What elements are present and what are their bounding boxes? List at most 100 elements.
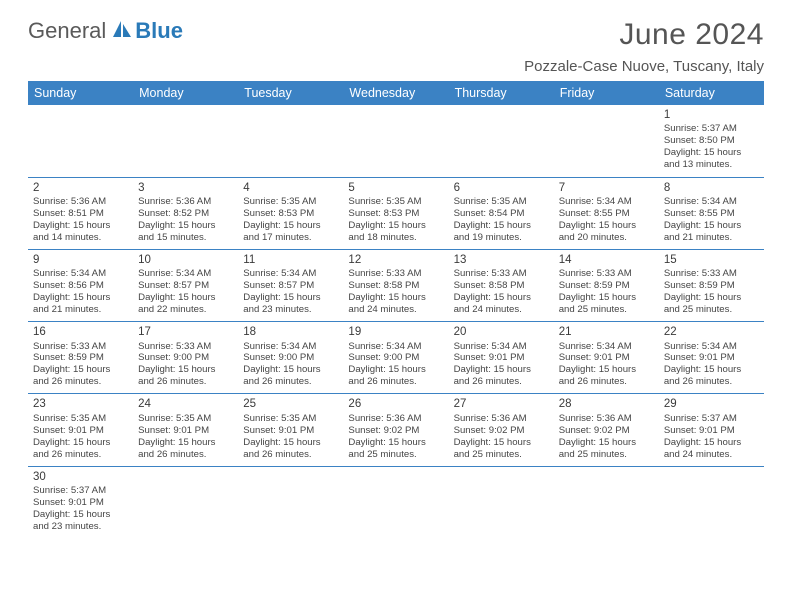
day-number: 4 — [243, 181, 338, 195]
logo-text-general: General — [28, 18, 106, 44]
calendar-cell: 5Sunrise: 5:35 AMSunset: 8:53 PMDaylight… — [343, 177, 448, 249]
calendar-cell-empty — [238, 105, 343, 177]
day-number: 7 — [559, 181, 654, 195]
calendar-cell-empty — [28, 105, 133, 177]
weekday-monday: Monday — [133, 81, 238, 105]
day-info: Sunrise: 5:34 AMSunset: 9:01 PMDaylight:… — [559, 341, 654, 389]
day-info: Sunrise: 5:34 AMSunset: 9:00 PMDaylight:… — [348, 341, 443, 389]
calendar-cell-empty — [449, 105, 554, 177]
day-info: Sunrise: 5:33 AMSunset: 8:59 PMDaylight:… — [559, 268, 654, 316]
calendar-cell: 26 Sunrise: 5:36 AMSunset: 9:02 PMDayligh… — [343, 394, 448, 466]
day-info: Sunrise: 5:34 AMSunset: 8:55 PMDaylight:… — [664, 196, 759, 244]
day-info: Sunrise: 5:35 AMSunset: 9:01 PMDaylight:… — [138, 413, 233, 461]
weekday-friday: Friday — [554, 81, 659, 105]
day-number: 21 — [559, 325, 654, 339]
weekday-header-row: SundayMondayTuesdayWednesdayThursdayFrid… — [28, 81, 764, 105]
day-number: 18 — [243, 325, 338, 339]
day-number: 13 — [454, 253, 549, 267]
calendar-cell: 18 Sunrise: 5:34 AMSunset: 9:00 PMDayligh… — [238, 322, 343, 394]
day-info: Sunrise: 5:35 AMSunset: 8:53 PMDaylight:… — [348, 196, 443, 244]
calendar-table: SundayMondayTuesdayWednesdayThursdayFrid… — [28, 81, 764, 538]
calendar-cell: 21 Sunrise: 5:34 AMSunset: 9:01 PMDayligh… — [554, 322, 659, 394]
day-number: 19 — [348, 325, 443, 339]
weekday-saturday: Saturday — [659, 81, 764, 105]
day-info: Sunrise: 5:36 AMSunset: 9:02 PMDaylight:… — [559, 413, 654, 461]
calendar-cell: 1Sunrise: 5:37 AMSunset: 8:50 PMDaylight… — [659, 105, 764, 177]
calendar-cell: 16Sunrise: 5:33 AMSunset: 8:59 PMDayligh… — [28, 322, 133, 394]
day-info: Sunrise: 5:36 AMSunset: 9:02 PMDaylight:… — [348, 413, 443, 461]
day-info: Sunrise: 5:34 AMSunset: 9:01 PMDaylight:… — [454, 341, 549, 389]
day-info: Sunrise: 5:34 AMSunset: 9:00 PMDaylight:… — [243, 341, 338, 389]
calendar-cell: 15Sunrise: 5:33 AMSunset: 8:59 PMDayligh… — [659, 249, 764, 321]
calendar-cell-empty — [133, 105, 238, 177]
calendar-cell: 14Sunrise: 5:33 AMSunset: 8:59 PMDayligh… — [554, 249, 659, 321]
day-number: 22 — [664, 325, 759, 339]
calendar-cell: 29Sunrise: 5:37 AMSunset: 9:01 PMDayligh… — [659, 394, 764, 466]
calendar-cell: 9Sunrise: 5:34 AMSunset: 8:56 PMDaylight… — [28, 249, 133, 321]
day-number: 27 — [454, 397, 549, 411]
calendar-cell: 22 Sunrise: 5:34 AMSunset: 9:01 PMDayligh… — [659, 322, 764, 394]
calendar-body: 1Sunrise: 5:37 AMSunset: 8:50 PMDaylight… — [28, 105, 764, 538]
weekday-thursday: Thursday — [449, 81, 554, 105]
day-number: 3 — [138, 181, 233, 195]
day-number: 28 — [559, 397, 654, 411]
day-info: Sunrise: 5:34 AMSunset: 8:55 PMDaylight:… — [559, 196, 654, 244]
calendar-row: 9Sunrise: 5:34 AMSunset: 8:56 PMDaylight… — [28, 249, 764, 321]
day-info: Sunrise: 5:33 AMSunset: 8:59 PMDaylight:… — [664, 268, 759, 316]
calendar-cell: 17 Sunrise: 5:33 AMSunset: 9:00 PMDayligh… — [133, 322, 238, 394]
day-number: 1 — [664, 108, 759, 122]
calendar-row: 16Sunrise: 5:33 AMSunset: 8:59 PMDayligh… — [28, 322, 764, 394]
day-number: 12 — [348, 253, 443, 267]
calendar-row: 2Sunrise: 5:36 AMSunset: 8:51 PMDaylight… — [28, 177, 764, 249]
calendar-cell: 4Sunrise: 5:35 AMSunset: 8:53 PMDaylight… — [238, 177, 343, 249]
day-info: Sunrise: 5:35 AMSunset: 9:01 PMDaylight:… — [243, 413, 338, 461]
day-info: Sunrise: 5:37 AMSunset: 8:50 PMDaylight:… — [664, 123, 759, 171]
calendar-cell: 6Sunrise: 5:35 AMSunset: 8:54 PMDaylight… — [449, 177, 554, 249]
calendar-row: 30Sunrise: 5:37 AMSunset: 9:01 PMDayligh… — [28, 466, 764, 538]
calendar-cell-empty — [659, 466, 764, 538]
day-info: Sunrise: 5:34 AMSunset: 8:57 PMDaylight:… — [243, 268, 338, 316]
location-subtitle: Pozzale-Case Nuove, Tuscany, Italy — [524, 58, 764, 75]
day-number: 11 — [243, 253, 338, 267]
page-header: General Blue June 2024 Pozzale-Case Nuov… — [28, 18, 764, 75]
day-number: 23 — [33, 397, 128, 411]
calendar-cell: 8Sunrise: 5:34 AMSunset: 8:55 PMDaylight… — [659, 177, 764, 249]
day-number: 26 — [348, 397, 443, 411]
calendar-cell: 7Sunrise: 5:34 AMSunset: 8:55 PMDaylight… — [554, 177, 659, 249]
day-number: 17 — [138, 325, 233, 339]
calendar-cell: 12Sunrise: 5:33 AMSunset: 8:58 PMDayligh… — [343, 249, 448, 321]
day-number: 8 — [664, 181, 759, 195]
calendar-cell-empty — [133, 466, 238, 538]
calendar-cell-empty — [449, 466, 554, 538]
calendar-cell: 10Sunrise: 5:34 AMSunset: 8:57 PMDayligh… — [133, 249, 238, 321]
calendar-cell-empty — [554, 105, 659, 177]
title-block: June 2024 Pozzale-Case Nuove, Tuscany, I… — [524, 18, 764, 75]
weekday-wednesday: Wednesday — [343, 81, 448, 105]
day-number: 6 — [454, 181, 549, 195]
calendar-cell: 19 Sunrise: 5:34 AMSunset: 9:00 PMDayligh… — [343, 322, 448, 394]
day-info: Sunrise: 5:37 AMSunset: 9:01 PMDaylight:… — [664, 413, 759, 461]
day-number: 14 — [559, 253, 654, 267]
calendar-cell-empty — [554, 466, 659, 538]
day-number: 20 — [454, 325, 549, 339]
day-number: 15 — [664, 253, 759, 267]
calendar-cell: 2Sunrise: 5:36 AMSunset: 8:51 PMDaylight… — [28, 177, 133, 249]
calendar-cell: 11Sunrise: 5:34 AMSunset: 8:57 PMDayligh… — [238, 249, 343, 321]
day-number: 25 — [243, 397, 338, 411]
month-title: June 2024 — [524, 18, 764, 52]
day-info: Sunrise: 5:36 AMSunset: 8:51 PMDaylight:… — [33, 196, 128, 244]
day-info: Sunrise: 5:33 AMSunset: 8:58 PMDaylight:… — [454, 268, 549, 316]
calendar-cell: 13Sunrise: 5:33 AMSunset: 8:58 PMDayligh… — [449, 249, 554, 321]
weekday-sunday: Sunday — [28, 81, 133, 105]
day-info: Sunrise: 5:33 AMSunset: 9:00 PMDaylight:… — [138, 341, 233, 389]
day-info: Sunrise: 5:34 AMSunset: 9:01 PMDaylight:… — [664, 341, 759, 389]
calendar-cell-empty — [238, 466, 343, 538]
calendar-cell: 25 Sunrise: 5:35 AMSunset: 9:01 PMDayligh… — [238, 394, 343, 466]
day-number: 9 — [33, 253, 128, 267]
day-info: Sunrise: 5:36 AMSunset: 9:02 PMDaylight:… — [454, 413, 549, 461]
day-info: Sunrise: 5:34 AMSunset: 8:57 PMDaylight:… — [138, 268, 233, 316]
calendar-cell-empty — [343, 105, 448, 177]
day-info: Sunrise: 5:34 AMSunset: 8:56 PMDaylight:… — [33, 268, 128, 316]
day-info: Sunrise: 5:35 AMSunset: 8:53 PMDaylight:… — [243, 196, 338, 244]
day-number: 24 — [138, 397, 233, 411]
